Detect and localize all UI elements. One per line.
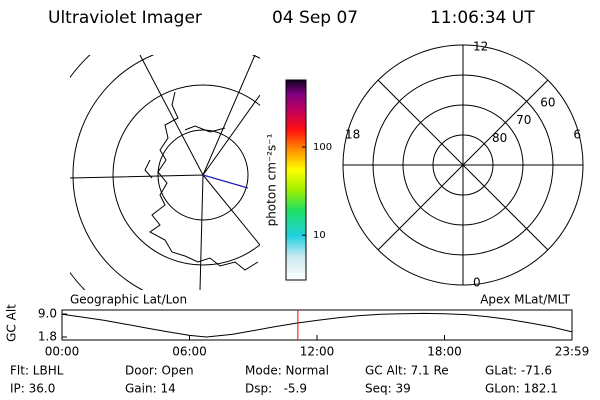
status-field: Door: Open: [125, 364, 194, 378]
polar-label: Apex MLat/MLT: [480, 293, 570, 307]
lat-circle: [72, 55, 260, 290]
geo-map: [70, 55, 260, 290]
lat-circle: [157, 129, 249, 221]
x-tick-label: 12:00: [300, 345, 335, 359]
lat-label: 70: [516, 113, 531, 127]
x-tick-label: 00:00: [45, 345, 80, 359]
status-field: Dsp: -5.9: [245, 382, 307, 396]
y-tick-label: 1.8: [38, 330, 57, 344]
lat-circle: [112, 84, 260, 266]
lat-ring: [372, 74, 554, 256]
lat-ring: [402, 104, 524, 226]
meridians: [70, 55, 260, 290]
title: Ultraviolet Imager: [48, 8, 202, 28]
sun-line: [202, 174, 249, 189]
status-field: Gain: 14: [125, 382, 176, 396]
colorbar: [285, 79, 307, 281]
status-field: GLon: 182.1: [485, 382, 558, 396]
map-label: Geographic Lat/Lon: [70, 293, 187, 307]
altitude-curve: [61, 312, 573, 338]
status-field: GLat: -71.6: [485, 364, 552, 378]
colorbar-tick-label: 10: [313, 230, 326, 241]
date: 04 Sep 07: [272, 8, 358, 28]
coastline: [144, 91, 259, 271]
status-field: GC Alt: 7.1 Re: [365, 364, 449, 378]
lat-label: 60: [540, 95, 555, 109]
mlt-label: 18: [345, 128, 360, 142]
colorbar-label: photon cm⁻²s⁻¹: [265, 133, 279, 226]
time: 11:06:34 UT: [430, 8, 535, 28]
mlt-label: 0: [473, 276, 481, 290]
lat-label: 80: [492, 131, 507, 145]
status-field: IP: 36.0: [10, 382, 55, 396]
mlt-label: 6: [573, 128, 581, 142]
status-field: Flt: LBHL: [10, 364, 64, 378]
lat-ring: [432, 134, 494, 196]
x-tick-label: 23:59: [555, 345, 590, 359]
y-tick-label: 9.0: [38, 307, 57, 321]
mlt-lines: [343, 45, 583, 285]
status-field: Mode: Normal: [245, 364, 329, 378]
mlt-label: 12: [473, 40, 488, 54]
x-tick-label: 06:00: [172, 345, 207, 359]
colorbar-tick-label: 100: [313, 142, 332, 153]
alt-label: GC Alt: [5, 304, 19, 342]
status-field: Seq: 39: [365, 382, 411, 396]
x-tick-label: 18:00: [427, 345, 462, 359]
